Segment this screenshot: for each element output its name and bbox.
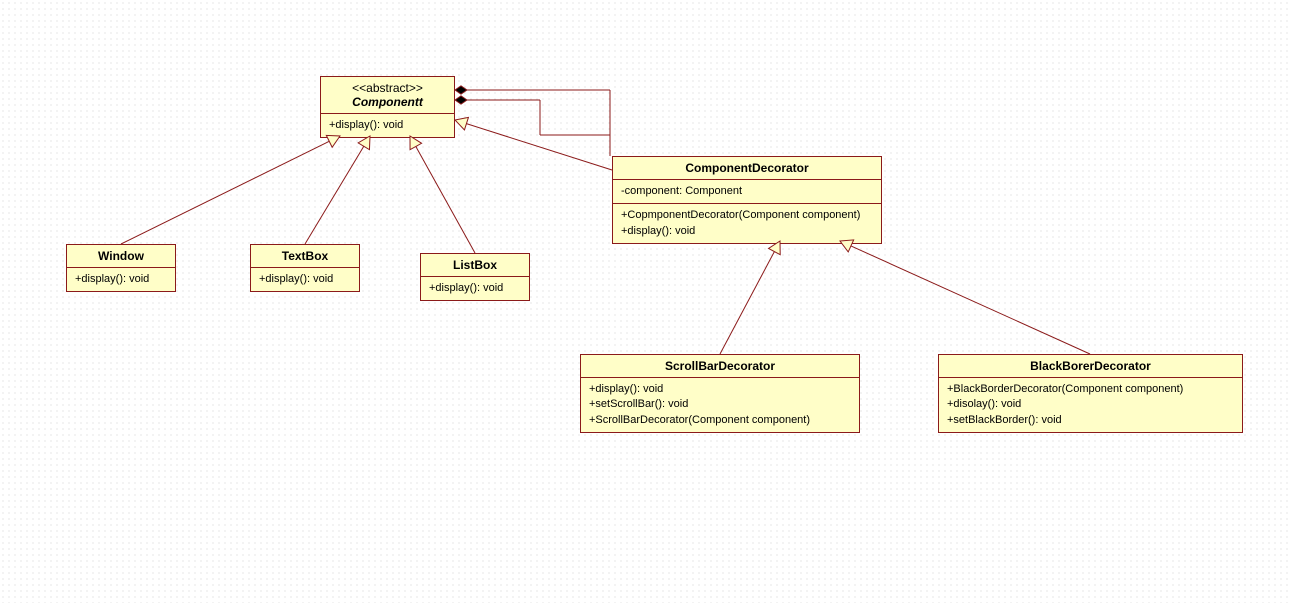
operation: +display(): void xyxy=(329,118,446,133)
class-name: ListBox xyxy=(429,258,521,272)
stereotype-label: <<abstract>> xyxy=(329,81,446,95)
operation: +setScrollBar(): void xyxy=(589,397,851,412)
operation: +ScrollBarDecorator(Component component) xyxy=(589,413,851,428)
class-header: ScrollBarDecorator xyxy=(581,355,859,378)
class-listbox: ListBox +display(): void xyxy=(420,253,530,301)
class-blackborderdecorator: BlackBorerDecorator +BlackBorderDecorato… xyxy=(938,354,1243,433)
operation: +display(): void xyxy=(75,272,167,287)
class-scrollbardecorator: ScrollBarDecorator +display(): void +set… xyxy=(580,354,860,433)
class-textbox: TextBox +display(): void xyxy=(250,244,360,292)
class-componentdecorator: ComponentDecorator -component: Component… xyxy=(612,156,882,244)
class-name: Window xyxy=(75,249,167,263)
operation: +display(): void xyxy=(259,272,351,287)
operation: +setBlackBorder(): void xyxy=(947,413,1234,428)
operations: +display(): void xyxy=(251,268,359,291)
operation: +CopmponentDecorator(Component component… xyxy=(621,208,873,223)
operation: +BlackBorderDecorator(Component componen… xyxy=(947,382,1234,397)
operations: +display(): void +setScrollBar(): void +… xyxy=(581,378,859,432)
operation: +disolay(): void xyxy=(947,397,1234,412)
operation: +display(): void xyxy=(589,382,851,397)
attributes: -component: Component xyxy=(613,180,881,204)
class-header: ComponentDecorator xyxy=(613,157,881,180)
operations: +display(): void xyxy=(321,114,454,137)
class-name: BlackBorerDecorator xyxy=(947,359,1234,373)
operations: +CopmponentDecorator(Component component… xyxy=(613,204,881,243)
operation: +display(): void xyxy=(429,281,521,296)
class-header: TextBox xyxy=(251,245,359,268)
operations: +display(): void xyxy=(67,268,175,291)
class-name: ScrollBarDecorator xyxy=(589,359,851,373)
class-header: Window xyxy=(67,245,175,268)
class-header: <<abstract>> Componentt xyxy=(321,77,454,114)
class-name: TextBox xyxy=(259,249,351,263)
class-window: Window +display(): void xyxy=(66,244,176,292)
class-name: ComponentDecorator xyxy=(621,161,873,175)
class-name: Componentt xyxy=(329,95,446,109)
operation: +display(): void xyxy=(621,224,873,239)
operations: +BlackBorderDecorator(Component componen… xyxy=(939,378,1242,432)
class-componentt: <<abstract>> Componentt +display(): void xyxy=(320,76,455,138)
operations: +display(): void xyxy=(421,277,529,300)
class-header: BlackBorerDecorator xyxy=(939,355,1242,378)
attribute: -component: Component xyxy=(621,184,873,199)
uml-connectors xyxy=(0,0,1291,603)
class-header: ListBox xyxy=(421,254,529,277)
